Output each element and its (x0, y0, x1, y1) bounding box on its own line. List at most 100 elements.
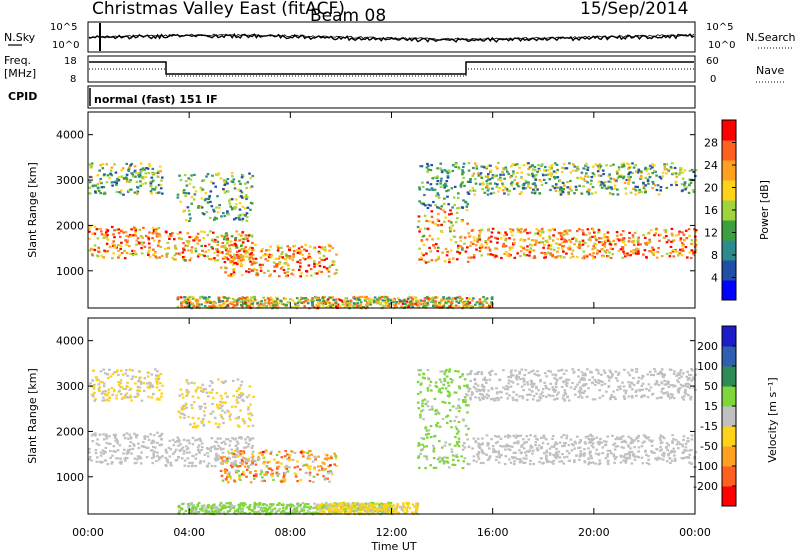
data-cell (463, 236, 467, 239)
data-cell (147, 395, 150, 398)
data-cell (240, 176, 244, 179)
data-cell (125, 180, 129, 183)
data-cell (616, 445, 620, 448)
data-cell (508, 254, 511, 258)
data-cell (577, 446, 580, 449)
data-cell (278, 262, 281, 266)
data-cell (419, 391, 422, 394)
data-cell (178, 253, 182, 256)
data-cell (551, 386, 555, 389)
data-cell (502, 369, 505, 372)
data-cell (672, 239, 676, 242)
data-cell (159, 235, 162, 238)
data-cell (186, 298, 190, 301)
data-cell (273, 270, 276, 273)
data-cell (607, 186, 611, 189)
data-cell (211, 305, 215, 308)
data-cell (687, 394, 690, 397)
data-cell (636, 240, 640, 243)
data-cell (217, 444, 220, 447)
data-cell (244, 297, 247, 300)
data-cell (531, 168, 535, 171)
data-cell (182, 449, 186, 452)
data-cell (404, 305, 408, 309)
data-cell (444, 247, 448, 250)
data-cell (532, 394, 536, 398)
data-cell (432, 457, 436, 460)
data-cell (566, 186, 569, 189)
colorbar-tick-label: 16 (704, 204, 718, 217)
data-cell (436, 458, 440, 461)
data-cell (521, 395, 524, 398)
data-cell (429, 204, 432, 207)
data-cell (198, 239, 201, 242)
data-cell (208, 196, 211, 199)
data-cell (550, 172, 553, 175)
data-cell (498, 378, 501, 381)
data-cell (575, 240, 578, 243)
data-cell (463, 396, 467, 399)
data-cell (131, 369, 134, 372)
data-cell (475, 165, 478, 168)
data-cell (477, 457, 481, 460)
data-cell (216, 236, 219, 239)
data-cell (419, 256, 423, 259)
data-cell (552, 170, 556, 173)
data-cell (236, 424, 240, 427)
data-cell (613, 395, 616, 399)
data-cell (487, 173, 490, 176)
data-cell (242, 296, 245, 299)
data-cell (234, 417, 238, 420)
date-label: 15/Sep/2014 (580, 0, 688, 19)
data-cell (334, 301, 338, 304)
data-cell (623, 181, 627, 184)
data-cell (428, 408, 431, 411)
data-cell (553, 377, 556, 380)
data-cell (502, 189, 505, 192)
data-cell (589, 433, 592, 436)
data-cell (186, 232, 190, 235)
data-cell (235, 398, 239, 402)
data-cell (269, 273, 272, 276)
data-cell (658, 437, 662, 440)
data-cell (512, 434, 515, 437)
data-cell (130, 377, 134, 380)
noise-panel: N.Sky 10^5 10^0 10^5 10^0 N.Search (4, 21, 796, 53)
data-cell (586, 175, 590, 178)
data-cell (417, 455, 421, 458)
data-cell (221, 257, 225, 260)
data-cell (286, 256, 289, 259)
data-cell (671, 234, 674, 237)
data-cell (228, 418, 232, 421)
data-cell (551, 239, 555, 242)
data-cell (90, 162, 94, 165)
data-cell (244, 446, 248, 449)
data-cell (151, 385, 155, 388)
data-cell (99, 177, 102, 181)
data-cell (220, 245, 223, 248)
data-cell (121, 373, 125, 376)
data-cell (124, 372, 127, 375)
data-cell (532, 188, 535, 191)
data-cell (186, 305, 190, 308)
data-cell (171, 256, 174, 259)
data-cell (185, 390, 189, 393)
data-cell (641, 382, 645, 385)
data-cell (264, 258, 267, 261)
data-cell (455, 407, 458, 410)
data-cell (472, 455, 476, 458)
data-cell (513, 242, 516, 245)
data-cell (237, 417, 240, 420)
data-cell (603, 242, 606, 246)
data-cell (469, 241, 473, 244)
data-cell (489, 192, 493, 195)
data-cell (634, 251, 638, 254)
data-cell (450, 212, 453, 215)
data-cell (606, 231, 610, 234)
data-cell (583, 452, 586, 455)
data-cell (513, 163, 517, 166)
data-cell (593, 256, 596, 259)
data-cell (622, 164, 625, 167)
data-cell (420, 239, 424, 242)
data-cell (568, 239, 571, 242)
